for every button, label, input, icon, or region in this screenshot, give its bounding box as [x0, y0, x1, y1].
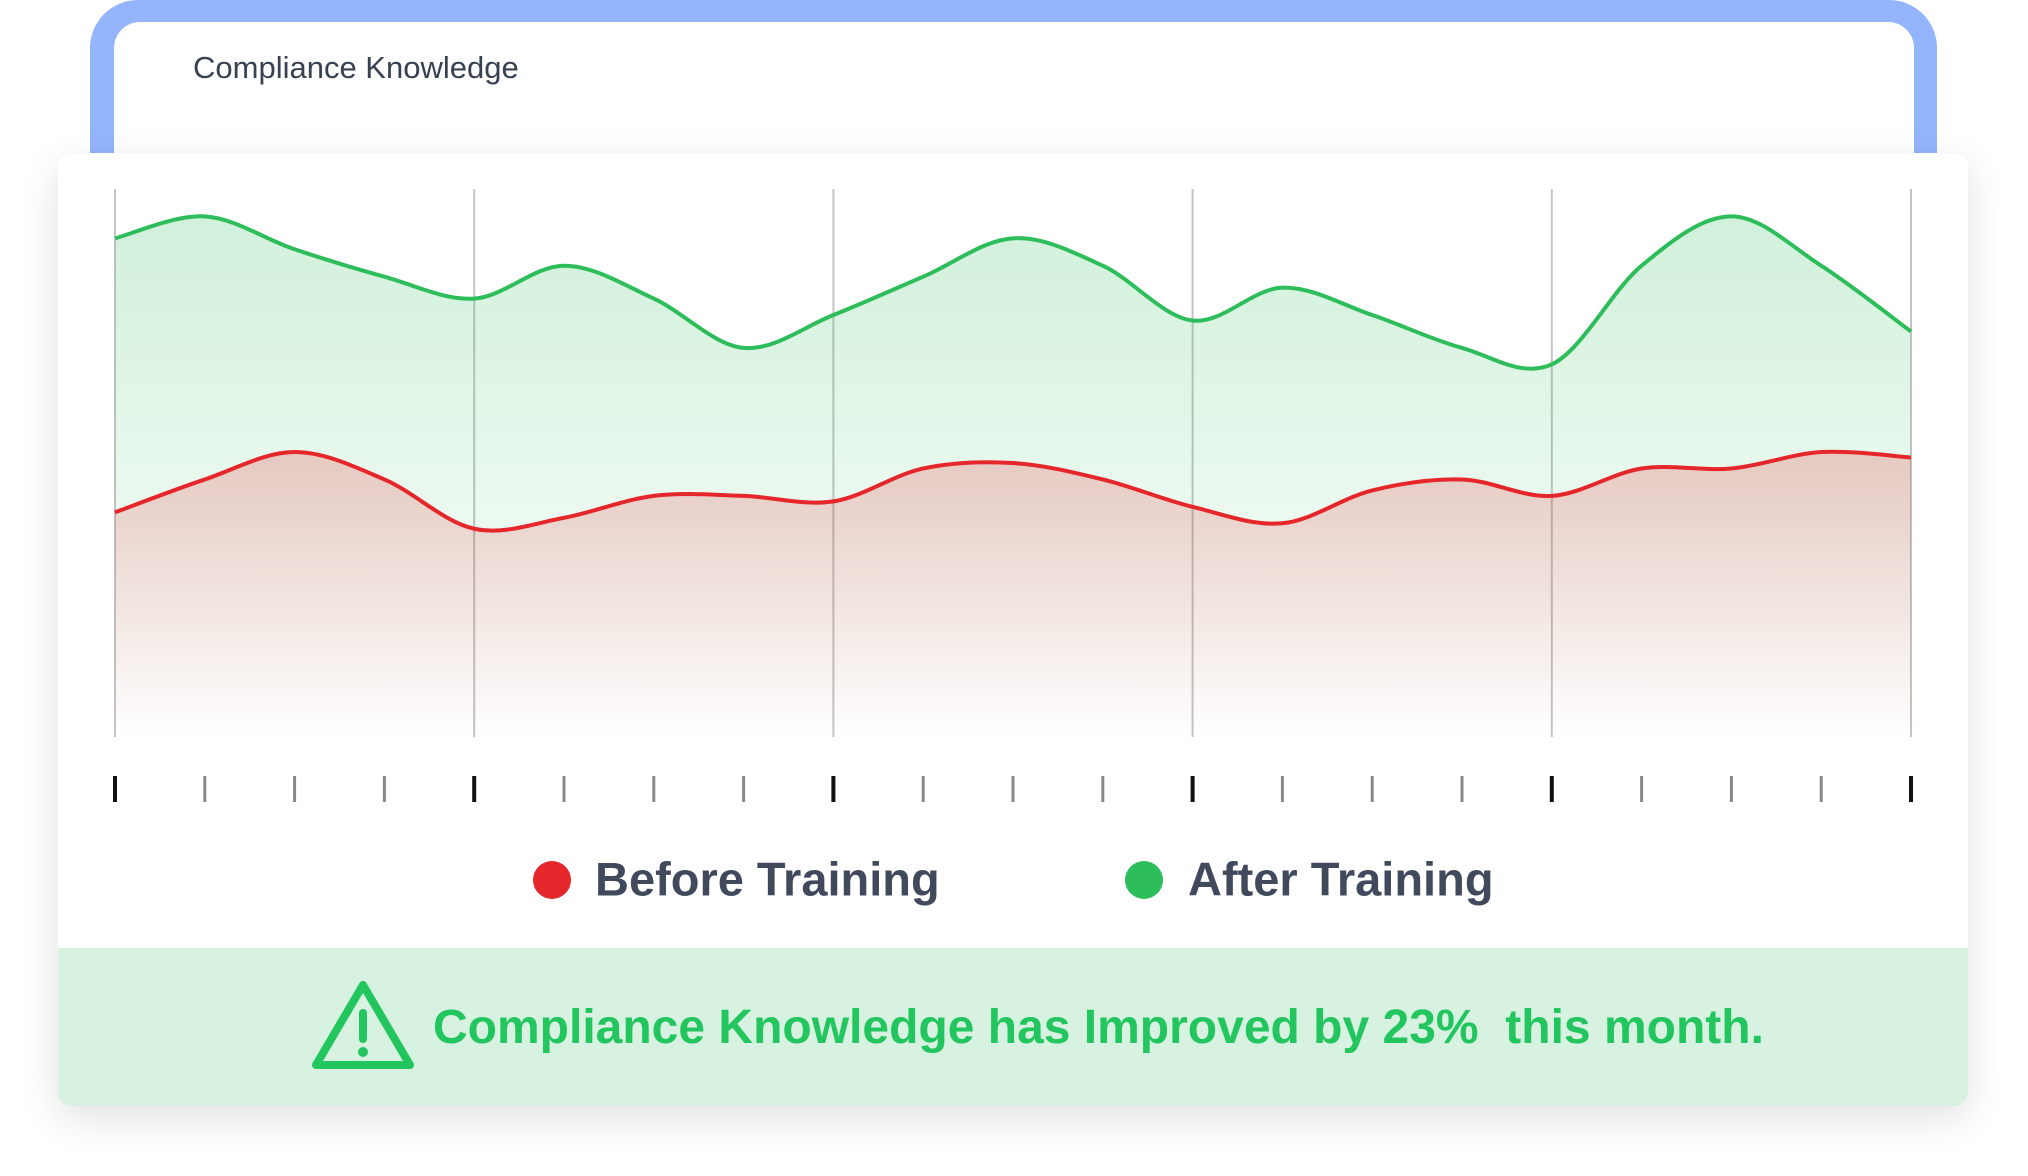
- banner: Compliance Knowledge has Improved by 23%…: [58, 948, 1968, 1106]
- legend-label: After Training: [1188, 852, 1494, 905]
- card-title: Compliance Knowledge: [193, 50, 519, 85]
- legend-dot: [533, 861, 571, 899]
- line: [114, 214, 1913, 371]
- legend-label: Before Training: [595, 852, 940, 905]
- line: [114, 449, 1912, 533]
- area: [115, 451, 1911, 737]
- banner-text: Compliance Knowledge has Improved by 23%…: [433, 1001, 1764, 1054]
- warning-icon: [312, 981, 414, 1069]
- legend-dot: [1125, 861, 1163, 899]
